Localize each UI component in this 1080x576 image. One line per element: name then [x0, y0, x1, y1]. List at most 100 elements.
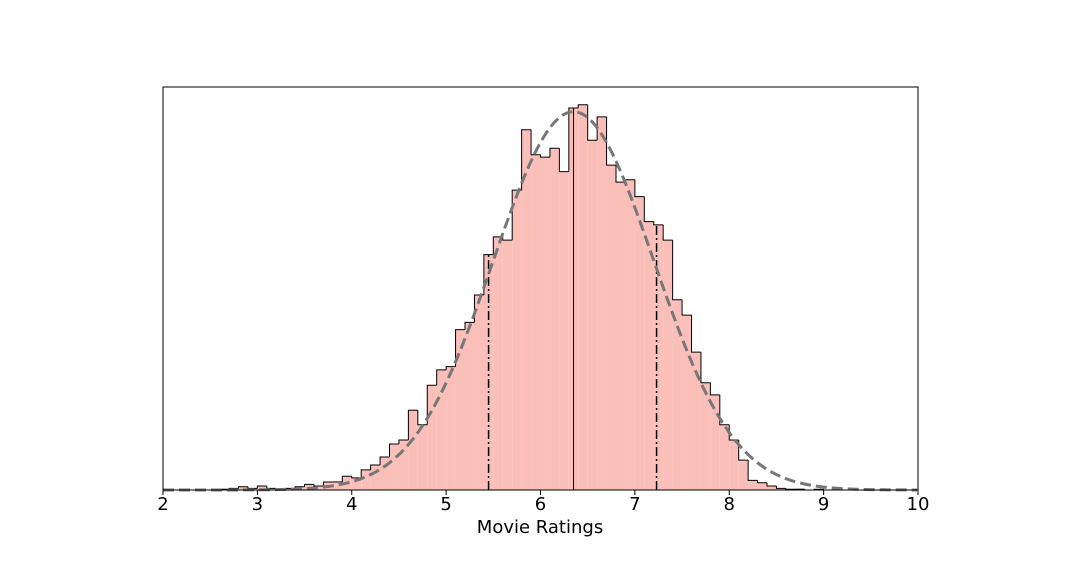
x-tick-label: 9 — [818, 494, 829, 515]
bar — [672, 299, 683, 490]
bar — [285, 488, 296, 490]
bar — [776, 488, 786, 490]
bar — [493, 236, 503, 490]
bar — [314, 485, 324, 490]
bar-outline — [483, 254, 494, 295]
bar-outline — [238, 486, 248, 489]
x-tick-label: 8 — [724, 494, 735, 515]
bar-outline — [370, 464, 381, 470]
bar — [663, 240, 673, 490]
bar-outline — [775, 485, 786, 489]
bar-outline — [700, 352, 711, 384]
bar-outline — [492, 236, 503, 255]
bar-outline — [407, 409, 418, 441]
bar — [644, 221, 654, 491]
bar — [257, 485, 267, 490]
bar-outline — [417, 410, 428, 426]
bar-outline — [681, 299, 692, 316]
bar — [559, 171, 569, 490]
bar-outline — [464, 321, 475, 330]
bar — [710, 394, 720, 490]
x-tick-label: 2 — [157, 494, 168, 515]
x-tick-label: 6 — [535, 494, 546, 515]
bar-outline — [653, 221, 664, 226]
bar-outline — [341, 475, 352, 482]
bar-outline — [606, 116, 616, 166]
bar — [436, 369, 447, 490]
bar-outline — [247, 486, 258, 489]
bar-outline — [577, 104, 588, 108]
bar-outline — [738, 440, 749, 461]
bar — [767, 485, 777, 490]
bar-outline — [313, 484, 324, 487]
bar — [465, 322, 475, 490]
bar — [380, 456, 390, 490]
bar — [361, 469, 371, 490]
bar — [474, 294, 484, 490]
bar — [512, 190, 522, 490]
bar — [266, 488, 277, 490]
bar — [370, 465, 381, 490]
bar-outline — [530, 129, 541, 156]
bar-outline — [766, 482, 777, 487]
bar — [531, 154, 541, 491]
bar-outline — [436, 369, 447, 386]
bar-outline — [785, 488, 796, 490]
bar-outline — [502, 236, 513, 241]
bar — [332, 481, 343, 490]
bar-outline — [643, 196, 654, 223]
bar-outline — [719, 394, 730, 426]
bar-outline — [351, 476, 362, 479]
bar — [502, 240, 513, 490]
bar — [616, 182, 626, 490]
bar — [578, 104, 588, 491]
bar — [408, 410, 418, 490]
bar-outline — [398, 439, 409, 445]
bar-outline — [615, 165, 626, 183]
bar — [427, 385, 437, 490]
x-tick-label: 5 — [440, 494, 451, 515]
bar-outline — [662, 224, 673, 241]
bar-outline — [672, 240, 683, 301]
bar — [389, 444, 399, 490]
bar — [446, 366, 456, 490]
bar — [757, 482, 767, 490]
bar-outline — [256, 485, 267, 489]
x-axis-label: Movie Ratings — [477, 517, 603, 538]
bar — [682, 315, 692, 490]
bar — [700, 382, 711, 490]
bar — [625, 179, 635, 490]
bar-outline — [549, 147, 560, 158]
x-tick-label: 7 — [629, 494, 640, 515]
bar-outline — [747, 460, 758, 481]
bar-outline — [426, 384, 437, 425]
bar — [351, 477, 362, 490]
bar — [748, 480, 758, 490]
bar — [653, 224, 664, 491]
x-tick-label: 10 — [907, 494, 930, 515]
bar-outline — [379, 456, 390, 466]
bar — [540, 157, 550, 490]
bar — [417, 424, 428, 490]
bar-outline — [587, 104, 598, 141]
x-tick-label: 4 — [346, 494, 357, 515]
bar-outline — [540, 154, 550, 158]
bar-outline — [266, 485, 277, 489]
bar-outline — [757, 480, 767, 484]
bar-outline — [445, 366, 456, 370]
bar-outline — [360, 469, 371, 478]
bar-outline — [634, 179, 645, 198]
bar-outline — [709, 382, 720, 396]
bar — [455, 329, 465, 490]
bar — [691, 352, 701, 490]
bar — [521, 129, 532, 490]
bar — [634, 196, 645, 490]
bar — [587, 140, 598, 491]
bar-outline — [389, 443, 399, 457]
bar — [738, 460, 749, 490]
x-tick-label: 3 — [252, 494, 263, 515]
bar-outline — [691, 315, 701, 353]
bar — [597, 116, 607, 491]
bar-outline — [455, 329, 465, 367]
